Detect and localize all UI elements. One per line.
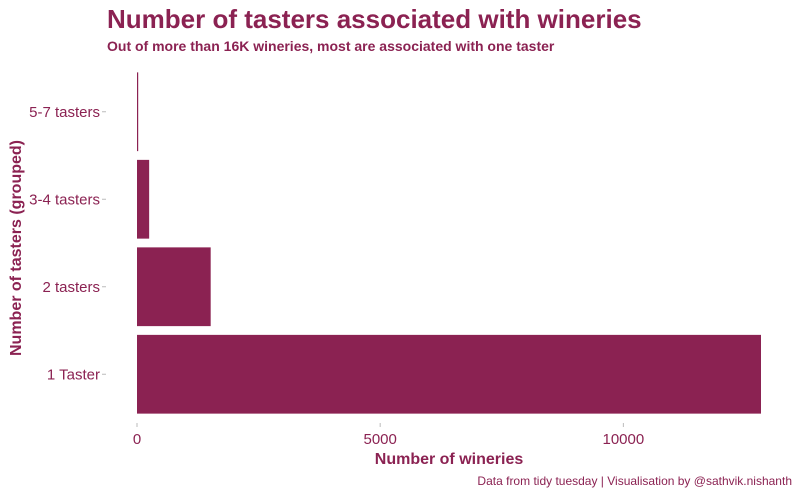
x-tick-label: 0 bbox=[133, 431, 141, 448]
y-tick-label: 1 Taster bbox=[47, 366, 100, 383]
x-tick-label: 10000 bbox=[603, 431, 645, 448]
x-axis-label: Number of wineries bbox=[374, 451, 524, 468]
chart-caption: Data from tidy tuesday | Visualisation b… bbox=[477, 474, 792, 488]
chart-subtitle: Out of more than 16K wineries, most are … bbox=[107, 38, 555, 54]
y-tick-label: 5-7 tasters bbox=[29, 104, 100, 121]
bar-2-tasters bbox=[137, 247, 211, 327]
bar-3-4-tasters bbox=[137, 159, 150, 239]
x-tick-label: 5000 bbox=[363, 431, 396, 448]
bar-1-taster bbox=[137, 334, 761, 414]
chart-title: Number of tasters associated with wineri… bbox=[107, 4, 642, 34]
bar-5-7-tasters bbox=[137, 72, 139, 152]
y-tick-label: 2 tasters bbox=[42, 279, 100, 296]
y-tick-label: 3-4 tasters bbox=[29, 191, 100, 208]
